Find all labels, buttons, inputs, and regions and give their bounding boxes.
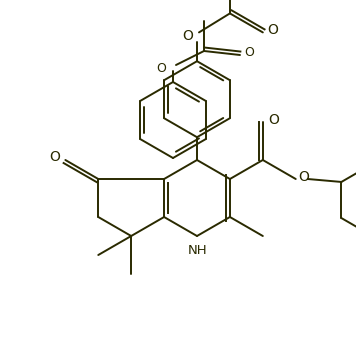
Text: O: O <box>49 150 60 164</box>
Text: O: O <box>267 23 278 37</box>
Text: O: O <box>156 62 166 76</box>
Text: NH: NH <box>188 244 208 257</box>
Text: O: O <box>244 46 254 59</box>
Text: O: O <box>268 113 279 127</box>
Text: O: O <box>183 29 193 43</box>
Text: O: O <box>298 170 309 184</box>
